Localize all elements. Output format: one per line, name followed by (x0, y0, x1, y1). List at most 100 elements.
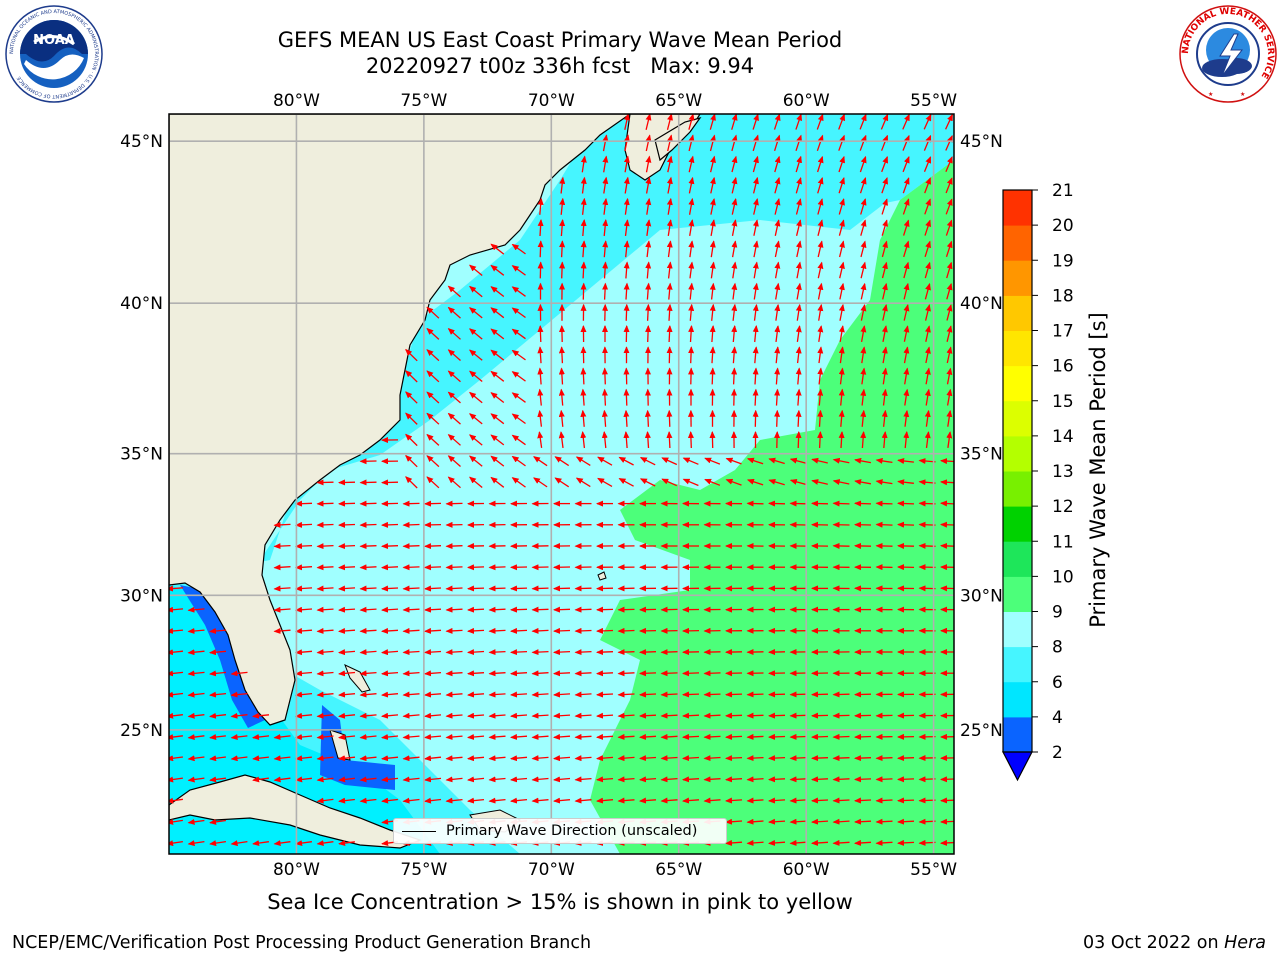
wave-arrow (424, 691, 442, 698)
lat-tick-label-right: 45°N (960, 132, 1003, 152)
wave-arrow (924, 219, 931, 236)
colorbar-segment (1003, 576, 1032, 612)
wave-arrow (773, 134, 781, 151)
wave-arrow (774, 155, 781, 173)
wave-arrow (667, 134, 673, 152)
wave-arrow (940, 458, 954, 465)
wave-arrow (795, 134, 802, 152)
wave-arrow (617, 649, 635, 656)
legend-line-sample (402, 830, 436, 832)
wave-arrow (580, 155, 587, 173)
wave-arrow (725, 457, 742, 465)
wave-arrow (924, 431, 931, 448)
map-frame (168, 113, 955, 855)
wave-arrow (469, 370, 483, 383)
wave-arrow (554, 477, 570, 488)
wave-arrow (490, 455, 505, 467)
wave-arrow (537, 219, 544, 237)
wave-arrow (316, 797, 334, 804)
wave-arrow (666, 325, 673, 343)
wave-arrow (832, 818, 850, 825)
wave-arrow (817, 346, 824, 364)
wave-arrow (774, 409, 781, 427)
wave-arrow (688, 240, 695, 258)
lon-tick-label-top: 65°W (655, 91, 702, 111)
wave-arrow (405, 391, 418, 404)
wave-arrow (316, 649, 334, 656)
wave-arrow (645, 176, 652, 194)
wave-arrow (924, 367, 931, 385)
wave-arrow (704, 478, 721, 486)
wave-arrow (469, 285, 483, 298)
wave-arrow (854, 755, 872, 762)
wave-arrow (623, 261, 630, 279)
wave-arrow (946, 261, 953, 279)
wave-arrow (511, 434, 526, 446)
wave-arrow (832, 457, 850, 464)
wave-arrow (531, 776, 549, 783)
wave-arrow (688, 219, 695, 237)
wave-arrow (381, 712, 399, 719)
wave-arrow (426, 433, 440, 446)
colorbar-under-triangle (1002, 751, 1033, 782)
wave-arrow (795, 261, 802, 279)
colorbar-segment (1003, 506, 1032, 542)
wave-arrow (209, 818, 226, 825)
wave-arrow (832, 755, 850, 762)
wave-arrow (789, 839, 807, 846)
wave-arrow (510, 649, 528, 656)
wave-arrow (682, 691, 700, 698)
wave-arrow (209, 734, 226, 741)
wave-arrow (859, 155, 867, 173)
wave-arrow (875, 776, 893, 783)
wave-arrow (789, 776, 807, 783)
wave-arrow (725, 733, 743, 740)
wave-arrow (703, 755, 721, 762)
wave-arrow (660, 797, 678, 804)
wave-arrow (832, 776, 850, 783)
lon-tick-label-top: 60°W (783, 91, 830, 111)
wave-arrow (558, 388, 565, 406)
lat-tick-label-right: 30°N (960, 586, 1003, 606)
wave-arrow (187, 691, 205, 698)
land-north-america (169, 114, 632, 726)
wave-arrow (838, 367, 845, 385)
wave-arrow (511, 392, 526, 403)
wave-arrow (537, 240, 544, 258)
colorbar-tick-label: 15 (1052, 392, 1074, 412)
wave-arrow (940, 797, 954, 804)
colorbar-tick-label: 18 (1052, 286, 1074, 306)
colorbar-segment (1003, 295, 1032, 331)
sea-ice-note: Sea Ice Concentration > 15% is shown in … (267, 890, 853, 914)
wave-arrow (381, 734, 399, 740)
colorbar-segment (1003, 330, 1032, 367)
wave-arrow (768, 733, 786, 740)
wave-arrow (295, 734, 313, 740)
wave-arrow (666, 219, 673, 236)
wave-arrow (209, 627, 227, 634)
wave-arrow (488, 797, 506, 804)
wave-arrow (338, 840, 355, 847)
wave-arrow (753, 198, 759, 215)
lat-tick-label-left: 40°N (120, 294, 163, 314)
wave-arrow (639, 478, 656, 487)
wave-arrow (902, 114, 910, 130)
wave-arrow (617, 733, 635, 740)
wave-arrow (359, 585, 377, 592)
wave-arrow (945, 156, 953, 173)
wave-arrow (469, 476, 483, 489)
wave-arrow (602, 282, 609, 300)
legend-label: Primary Wave Direction (unscaled) (446, 823, 698, 839)
wave-arrow (731, 367, 738, 385)
wave-arrow (703, 733, 721, 740)
wave-arrow (273, 776, 291, 783)
wave-arrow (338, 670, 356, 677)
wave-arrow (945, 198, 953, 215)
colorbar-tick-label: 14 (1052, 427, 1074, 447)
wave-arrow (381, 797, 398, 804)
wave-arrow (295, 755, 312, 762)
wave-arrow (359, 670, 377, 677)
wave-arrow (881, 177, 888, 194)
wave-arrow (660, 776, 678, 783)
wave-arrow (860, 261, 867, 279)
